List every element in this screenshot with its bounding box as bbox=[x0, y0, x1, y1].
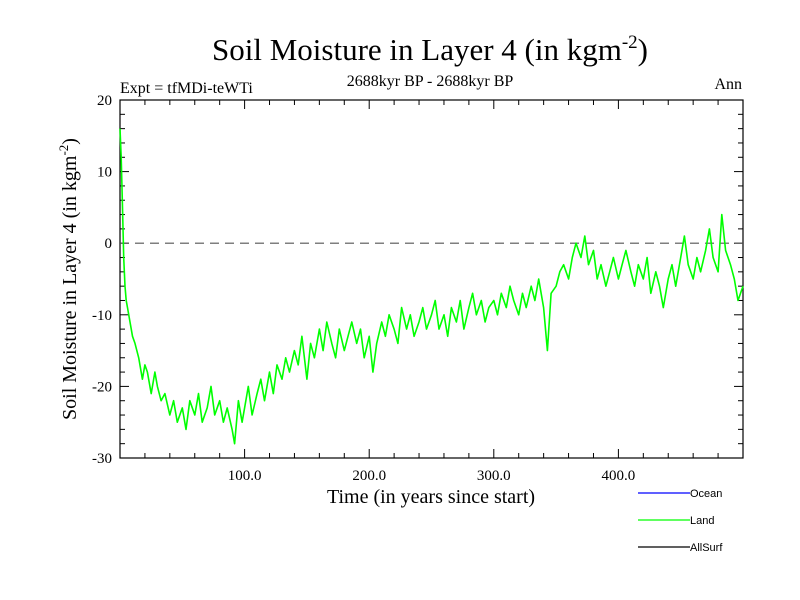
y-tick-label: -30 bbox=[92, 451, 112, 467]
y-tick-label: -20 bbox=[92, 379, 112, 395]
y-tick-label: 0 bbox=[105, 236, 113, 252]
legend-label-land: Land bbox=[690, 515, 714, 527]
plot-frame bbox=[119, 99, 744, 459]
x-tick-label: 200.0 bbox=[352, 468, 386, 484]
chart-title-superscript: -2 bbox=[622, 32, 638, 53]
chart-title: Soil Moisture in Layer 4 (in kgm-2) bbox=[212, 32, 648, 67]
legend-item-land: Land bbox=[638, 515, 714, 527]
legend-label-ocean: Ocean bbox=[690, 488, 722, 500]
experiment-label: Expt = tfMDi-teWTi bbox=[120, 80, 253, 97]
y-tick-label: 20 bbox=[97, 93, 112, 109]
legend-label-allsurf: AllSurf bbox=[690, 542, 723, 554]
x-tick-label: 400.0 bbox=[602, 468, 636, 484]
x-axis-label: Time (in years since start) bbox=[327, 486, 535, 508]
legend: Ocean Land AllSurf bbox=[638, 488, 723, 554]
legend-item-ocean: Ocean bbox=[638, 488, 722, 500]
legend-item-allsurf: AllSurf bbox=[638, 542, 723, 554]
x-tick-label: 100.0 bbox=[228, 468, 262, 484]
x-tick-label: 300.0 bbox=[477, 468, 511, 484]
y-axis-label-superscript: -2 bbox=[56, 145, 71, 156]
series-line-land bbox=[119, 128, 744, 445]
y-tick-label: 10 bbox=[97, 165, 112, 181]
season-label: Ann bbox=[714, 76, 742, 93]
y-tick-label: -10 bbox=[92, 308, 112, 324]
period-subtitle: 2688kyr BP - 2688kyr BP bbox=[347, 73, 514, 90]
y-axis-label: Soil Moisture in Layer 4 (in kgm-2) bbox=[56, 138, 81, 420]
